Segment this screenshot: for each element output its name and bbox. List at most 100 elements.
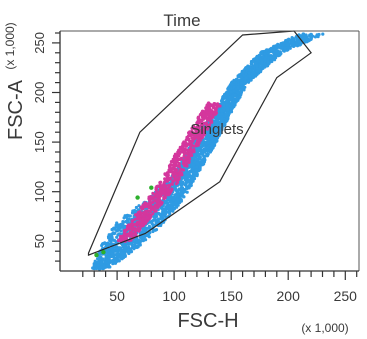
scatter-point [200, 136, 204, 140]
scatter-point [248, 74, 252, 78]
scatter-point [143, 211, 147, 215]
scatter-point [239, 75, 243, 79]
scatter-point [225, 99, 229, 103]
scatter-point [123, 246, 127, 250]
scatter-point [239, 79, 243, 83]
scatter-point [233, 93, 237, 97]
scatter-point [128, 214, 132, 218]
scatter-point [105, 258, 110, 262]
scatter-point [255, 55, 259, 59]
scatter-point [230, 102, 234, 106]
scatter-point [158, 188, 162, 192]
scatter-point [232, 85, 236, 90]
scatter-point [141, 223, 146, 227]
scatter-point [153, 212, 157, 216]
scatter-point [305, 40, 309, 44]
scatter-point [247, 71, 251, 75]
scatter-point [91, 266, 95, 270]
scatter-point [218, 121, 223, 125]
scatter-point [164, 184, 168, 188]
scatter-point [182, 158, 186, 162]
scatter-point [192, 174, 196, 178]
scatter-point [228, 104, 232, 108]
scatter-point [93, 263, 97, 267]
scatter-point [234, 78, 239, 82]
scatter-point [127, 242, 131, 246]
scatter-point [210, 128, 214, 132]
scatter-point [128, 226, 132, 230]
scatter-point [171, 209, 175, 213]
scatter-point [201, 128, 205, 132]
scatter-point [270, 48, 274, 52]
scatter-point [96, 263, 100, 267]
scatter-point [195, 161, 199, 165]
scatter-point [249, 61, 254, 65]
scatter-point [111, 249, 115, 253]
scatter-point [261, 55, 265, 59]
scatter-point [154, 209, 158, 213]
scatter-point [187, 149, 191, 153]
chart-title: Time [163, 11, 200, 30]
scatter-point [196, 136, 200, 140]
scatter-point [210, 120, 214, 124]
scatter-point [216, 136, 220, 140]
scatter-point [190, 179, 194, 183]
scatter-point [170, 182, 174, 186]
scatter-point [248, 65, 252, 69]
scatter-point [210, 110, 214, 114]
scatter-point [289, 38, 293, 42]
scatter-point [187, 131, 191, 135]
scatter-point [213, 112, 217, 116]
scatter-point [167, 170, 171, 174]
scatter-point [204, 121, 209, 125]
scatter-point [122, 216, 126, 220]
scatter-point [210, 136, 215, 140]
scatter-point [219, 128, 223, 132]
scatter-point [160, 184, 164, 188]
scatter-point [164, 173, 169, 177]
scatter-point [191, 171, 195, 175]
scatter-point [265, 64, 269, 68]
scatter-point [255, 64, 259, 68]
scatter-point [133, 242, 137, 246]
scatter-point [153, 204, 157, 208]
scatter-point [101, 250, 106, 255]
scatter-point [179, 192, 183, 196]
scatter-point [174, 154, 178, 158]
scatter-point [173, 158, 177, 163]
scatter-point [193, 135, 197, 139]
scatter-point [107, 252, 111, 256]
scatter-point [127, 251, 131, 256]
scatter-point [209, 133, 213, 137]
scatter-point [110, 259, 114, 263]
scatter-point [115, 247, 119, 251]
scatter-point [269, 56, 273, 60]
x-tick-label: 50 [109, 288, 125, 304]
scatter-point [184, 179, 189, 183]
scatter-point [199, 138, 203, 142]
scatter-point [169, 160, 173, 164]
scatter-point [191, 155, 196, 160]
scatter-point [257, 53, 261, 57]
scatter-point [150, 200, 154, 205]
scatter-point [283, 47, 287, 51]
scatter-point [112, 232, 116, 236]
singlets-gate[interactable] [87, 30, 312, 256]
scatter-point [196, 153, 201, 157]
scatter-point [200, 158, 204, 163]
scatter-point [243, 81, 247, 85]
scatter-point [141, 217, 145, 221]
scatter-point [202, 154, 206, 158]
scatter-point [177, 162, 181, 166]
scatter-point [200, 142, 204, 146]
scatter-point [129, 222, 133, 226]
scatter-point [207, 137, 211, 141]
x-axis-multiplier: (x 1,000) [301, 321, 348, 335]
scatter-point [220, 109, 224, 113]
scatter-point [171, 174, 175, 178]
scatter-point [160, 214, 164, 218]
scatter-point [182, 141, 186, 145]
scatter-point [138, 210, 142, 214]
scatter-point [204, 136, 208, 141]
scatter-point [151, 212, 155, 216]
